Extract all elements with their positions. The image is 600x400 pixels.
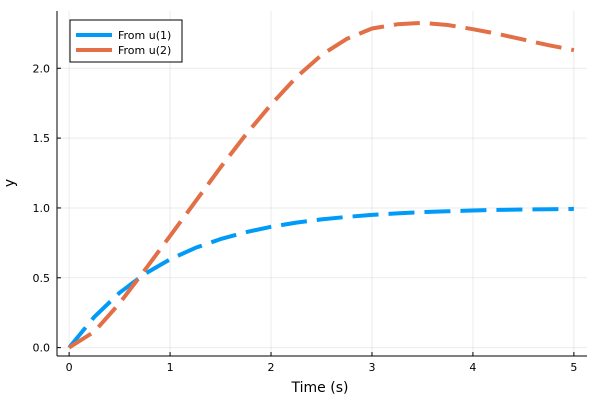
grid-lines [57, 11, 587, 356]
y-tick-label-0: 0.0 [33, 342, 51, 355]
series-line-1 [67, 206, 574, 349]
legend: From u(1) From u(2) [69, 19, 183, 63]
series-lines [67, 20, 575, 350]
legend-box [69, 19, 183, 63]
legend-label-u1: From u(1) [118, 29, 171, 42]
x-tick-label-3: 3 [368, 361, 375, 374]
tick-labels: 0 1 2 3 4 5 0.0 0.5 1.0 1.5 2.0 [33, 62, 578, 374]
y-axis-label: y [2, 179, 18, 187]
legend-label-u2: From u(2) [118, 44, 171, 57]
y-tick-label-3: 1.5 [33, 132, 51, 145]
x-tick-label-0: 0 [66, 361, 73, 374]
axes [56, 11, 587, 357]
y-tick-label-4: 2.0 [33, 62, 51, 75]
x-tick-label-4: 4 [469, 361, 476, 374]
x-tick-label-1: 1 [167, 361, 174, 374]
x-axis-label: Time (s) [291, 380, 349, 396]
y-tick-label-1: 0.5 [33, 272, 51, 285]
series-line-2 [68, 20, 575, 350]
y-tick-label-2: 1.0 [33, 202, 51, 215]
x-tick-label-5: 5 [570, 361, 577, 374]
x-tick-label-2: 2 [268, 361, 275, 374]
